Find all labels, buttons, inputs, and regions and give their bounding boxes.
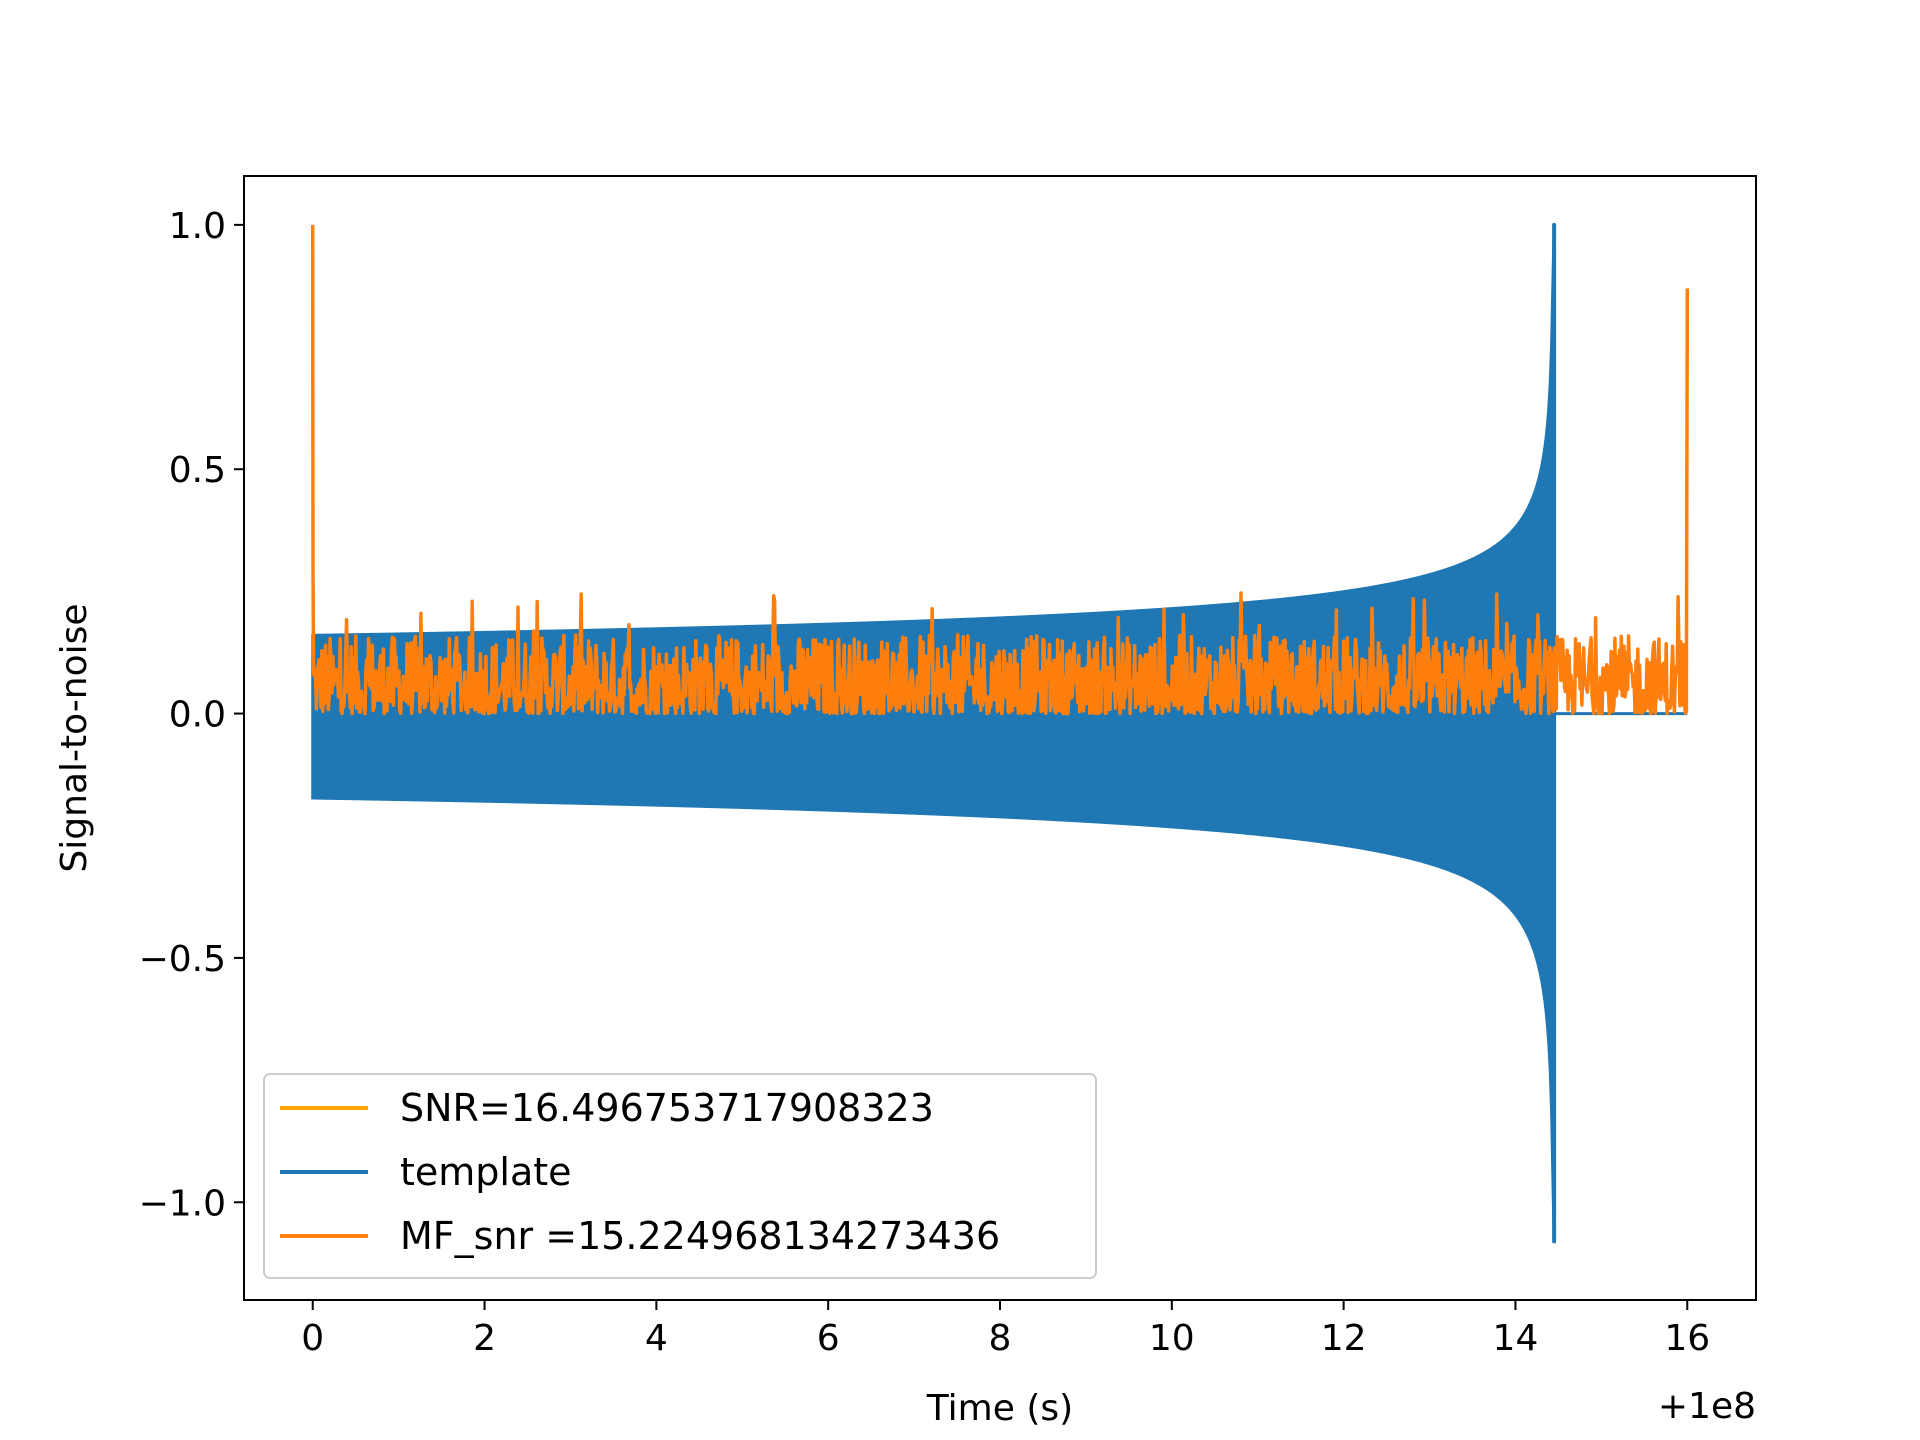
y-tick-label: 0.0 [169,695,226,736]
x-tick-label: 4 [645,1318,668,1359]
x-tick-label: 8 [989,1318,1012,1359]
y-tick-label: 0.5 [169,450,226,491]
legend: SNR=16.496753717908323 template MF_snr =15… [263,1073,1097,1279]
x-axis-ticks: 0 2 4 6 8 10 12 14 16 [301,1300,1710,1359]
x-axis-offset-label: +1e8 [1658,1386,1756,1427]
x-axis-label: Time (s) [926,1388,1073,1429]
x-tick-label: 16 [1664,1318,1710,1359]
y-tick-label: −0.5 [139,939,226,980]
y-tick-label: 1.0 [169,206,226,247]
series-mf-snr [310,224,1690,716]
x-tick-label: 0 [301,1318,324,1359]
x-tick-label: 10 [1149,1318,1195,1359]
legend-box [263,1073,1097,1279]
mf-snr-line [310,224,1690,716]
x-tick-label: 2 [473,1318,496,1359]
y-tick-label: −1.0 [139,1183,226,1224]
x-tick-label: 14 [1493,1318,1539,1359]
y-axis-label: Signal-to-noise [54,603,95,872]
y-axis-ticks: 1.0 0.5 0.0 −0.5 −1.0 [139,206,244,1224]
legend-label: SNR=16.496753717908323 [400,1086,934,1130]
x-tick-label: 12 [1321,1318,1367,1359]
x-tick-label: 6 [817,1318,840,1359]
legend-label: template [400,1150,572,1194]
legend-label: MF_snr =15.224968134273436 [400,1214,1000,1258]
series-template [311,222,1688,1244]
